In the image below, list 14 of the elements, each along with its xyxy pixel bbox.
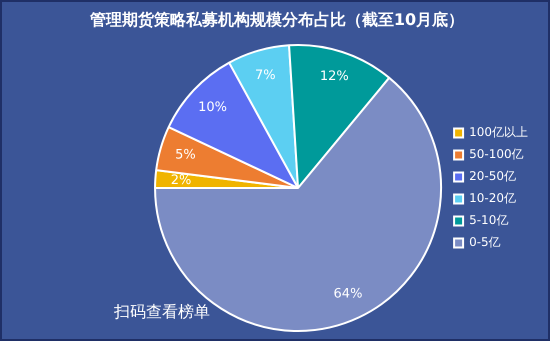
legend-label: 50-100亿: [469, 147, 524, 162]
data-label: 12%: [320, 68, 349, 84]
data-label: 5%: [175, 148, 196, 163]
data-label: 10%: [198, 100, 228, 116]
data-label: 2%: [170, 173, 192, 188]
legend-label: 100亿以上: [469, 125, 528, 140]
legend-label: 5-10亿: [469, 213, 508, 228]
legend-label: 0-5亿: [469, 235, 501, 250]
data-label: 64%: [334, 286, 362, 302]
chart-title: 管理期货策略私募机构规模分布占比（截至10月底）: [88, 10, 466, 31]
text: 扫码查看榜单: [114, 302, 210, 323]
legend-label: 10-20亿: [469, 191, 516, 206]
legend-label: 20-50亿: [469, 169, 516, 184]
data-label: 7%: [255, 68, 276, 83]
